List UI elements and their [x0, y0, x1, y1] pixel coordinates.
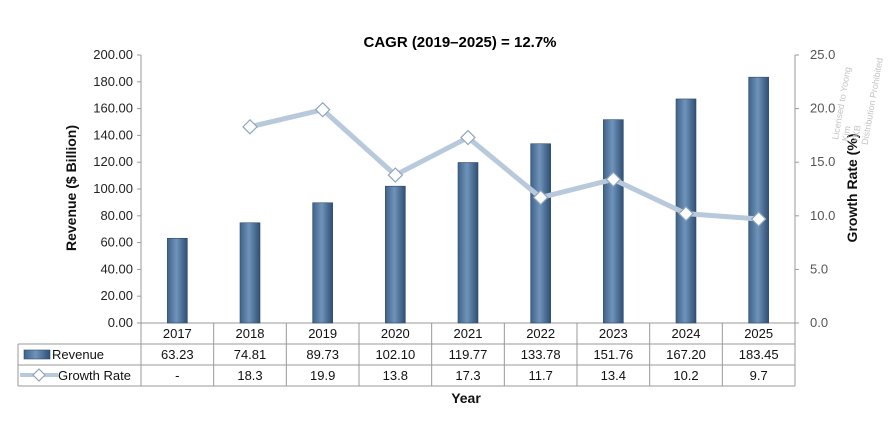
y-tick-label: 80.00: [100, 208, 133, 223]
y-tick-label: 200.00: [93, 47, 133, 62]
growth-rate-marker: [678, 205, 694, 222]
bar-revenue: [457, 162, 479, 324]
bar-revenue: [530, 143, 551, 324]
data-label-growth-rate: 19.9: [310, 368, 335, 383]
data-label-growth-rate: 13.8: [383, 368, 408, 383]
chart-title: CAGR (2019–2025) = 12.7%: [363, 34, 556, 51]
bars: [167, 76, 769, 324]
y2-tick-label: 20.0: [810, 101, 835, 116]
growth-rate-marker: [460, 129, 476, 146]
data-label-revenue: 183.45: [739, 347, 779, 362]
x-axis-label: Year: [451, 390, 481, 406]
growth-rate-marker: [605, 171, 622, 188]
data-label-growth-rate: 17.3: [455, 368, 480, 383]
y-tick-label: 0.00: [108, 315, 133, 330]
x-tick-label: 2017: [163, 326, 192, 341]
watermark-line-2: Kim: [840, 125, 853, 142]
growth-rate-marker: [387, 167, 404, 183]
data-label-revenue: 119.77: [449, 347, 488, 362]
data-label-growth-rate: 18.3: [237, 368, 262, 383]
legend-label-revenue: Revenue: [52, 347, 104, 362]
data-label-revenue: 74.81: [234, 347, 267, 362]
y2-axis-label: Growth Rate (%): [844, 134, 860, 243]
bar-revenue: [167, 237, 188, 324]
growth-rate-marker: [314, 101, 331, 118]
legend-marker-growth-rate: [32, 368, 46, 382]
y-tick-label: 140.00: [93, 127, 133, 142]
watermark-line-4: Distribution Prohibited: [860, 57, 885, 145]
axes: 0.00 20.00 40.00 60.00 80.00 100.00 120.00 140.…: [93, 47, 835, 330]
bar-revenue: [312, 202, 333, 324]
y-tick-label: 180.00: [93, 74, 133, 89]
watermark: Licensed to Yoong Kim YKB Distribution P…: [830, 57, 885, 145]
watermark-line-3: YKB: [850, 124, 863, 143]
data-label-revenue: 63.23: [161, 347, 194, 362]
y-tick-label: 60.00: [100, 235, 133, 250]
growth-line: [242, 101, 767, 227]
y-tick-label: 40.00: [100, 261, 133, 276]
x-tick-label: 2022: [526, 326, 555, 341]
x-tick-label: 2025: [744, 326, 773, 341]
bar-revenue: [748, 76, 769, 324]
bar-revenue: [385, 185, 406, 324]
y2-tick-label: 5.0: [810, 261, 828, 276]
data-label-revenue: 133.78: [521, 347, 561, 362]
growth-rate-marker: [242, 118, 258, 135]
legend-swatch-revenue: [23, 349, 51, 360]
legend-label-growth-rate: Growth Rate: [58, 368, 131, 383]
data-label-revenue: 151.76: [593, 347, 633, 362]
x-tick-label: 2019: [308, 326, 337, 341]
y-tick-label: 100.00: [93, 181, 133, 196]
y2-tick-label: 25.0: [810, 47, 835, 62]
y-tick-label: 160.00: [93, 101, 133, 116]
growth-rate-marker: [532, 189, 549, 206]
y2-tick-label: 10.0: [810, 208, 835, 223]
x-tick-label: 2018: [236, 326, 265, 341]
y-tick-label: 20.00: [100, 288, 133, 303]
x-tick-label: 2023: [599, 326, 628, 341]
y-axis-label: Revenue ($ Billion): [63, 125, 79, 251]
x-tick-label: 2020: [381, 326, 410, 341]
y-tick-label: 120.00: [93, 154, 133, 169]
data-label-growth-rate: 10.2: [673, 368, 698, 383]
y2-tick-label: 15.0: [810, 154, 835, 169]
data-label-revenue: 102.10: [375, 347, 415, 362]
data-table: 2017 2018 2019 2020 2021 2022 2023 2024 2025 Reve…: [17, 323, 796, 387]
data-label-growth-rate: 11.7: [528, 368, 552, 383]
data-label-growth-rate: 13.4: [601, 368, 626, 383]
growth-rate-marker: [750, 211, 767, 227]
bar-revenue: [603, 119, 624, 324]
growth-rate-line: [249, 107, 759, 222]
data-label-growth-rate: 9.7: [750, 368, 768, 383]
x-tick-label: 2021: [454, 326, 483, 341]
y2-tick-label: 0.0: [810, 315, 828, 330]
data-label-revenue: 167.20: [666, 347, 706, 362]
data-label-growth-rate: -: [175, 368, 179, 383]
x-tick-label: 2024: [672, 326, 701, 341]
bar-revenue: [239, 222, 261, 324]
data-label-revenue: 89.73: [306, 347, 339, 362]
